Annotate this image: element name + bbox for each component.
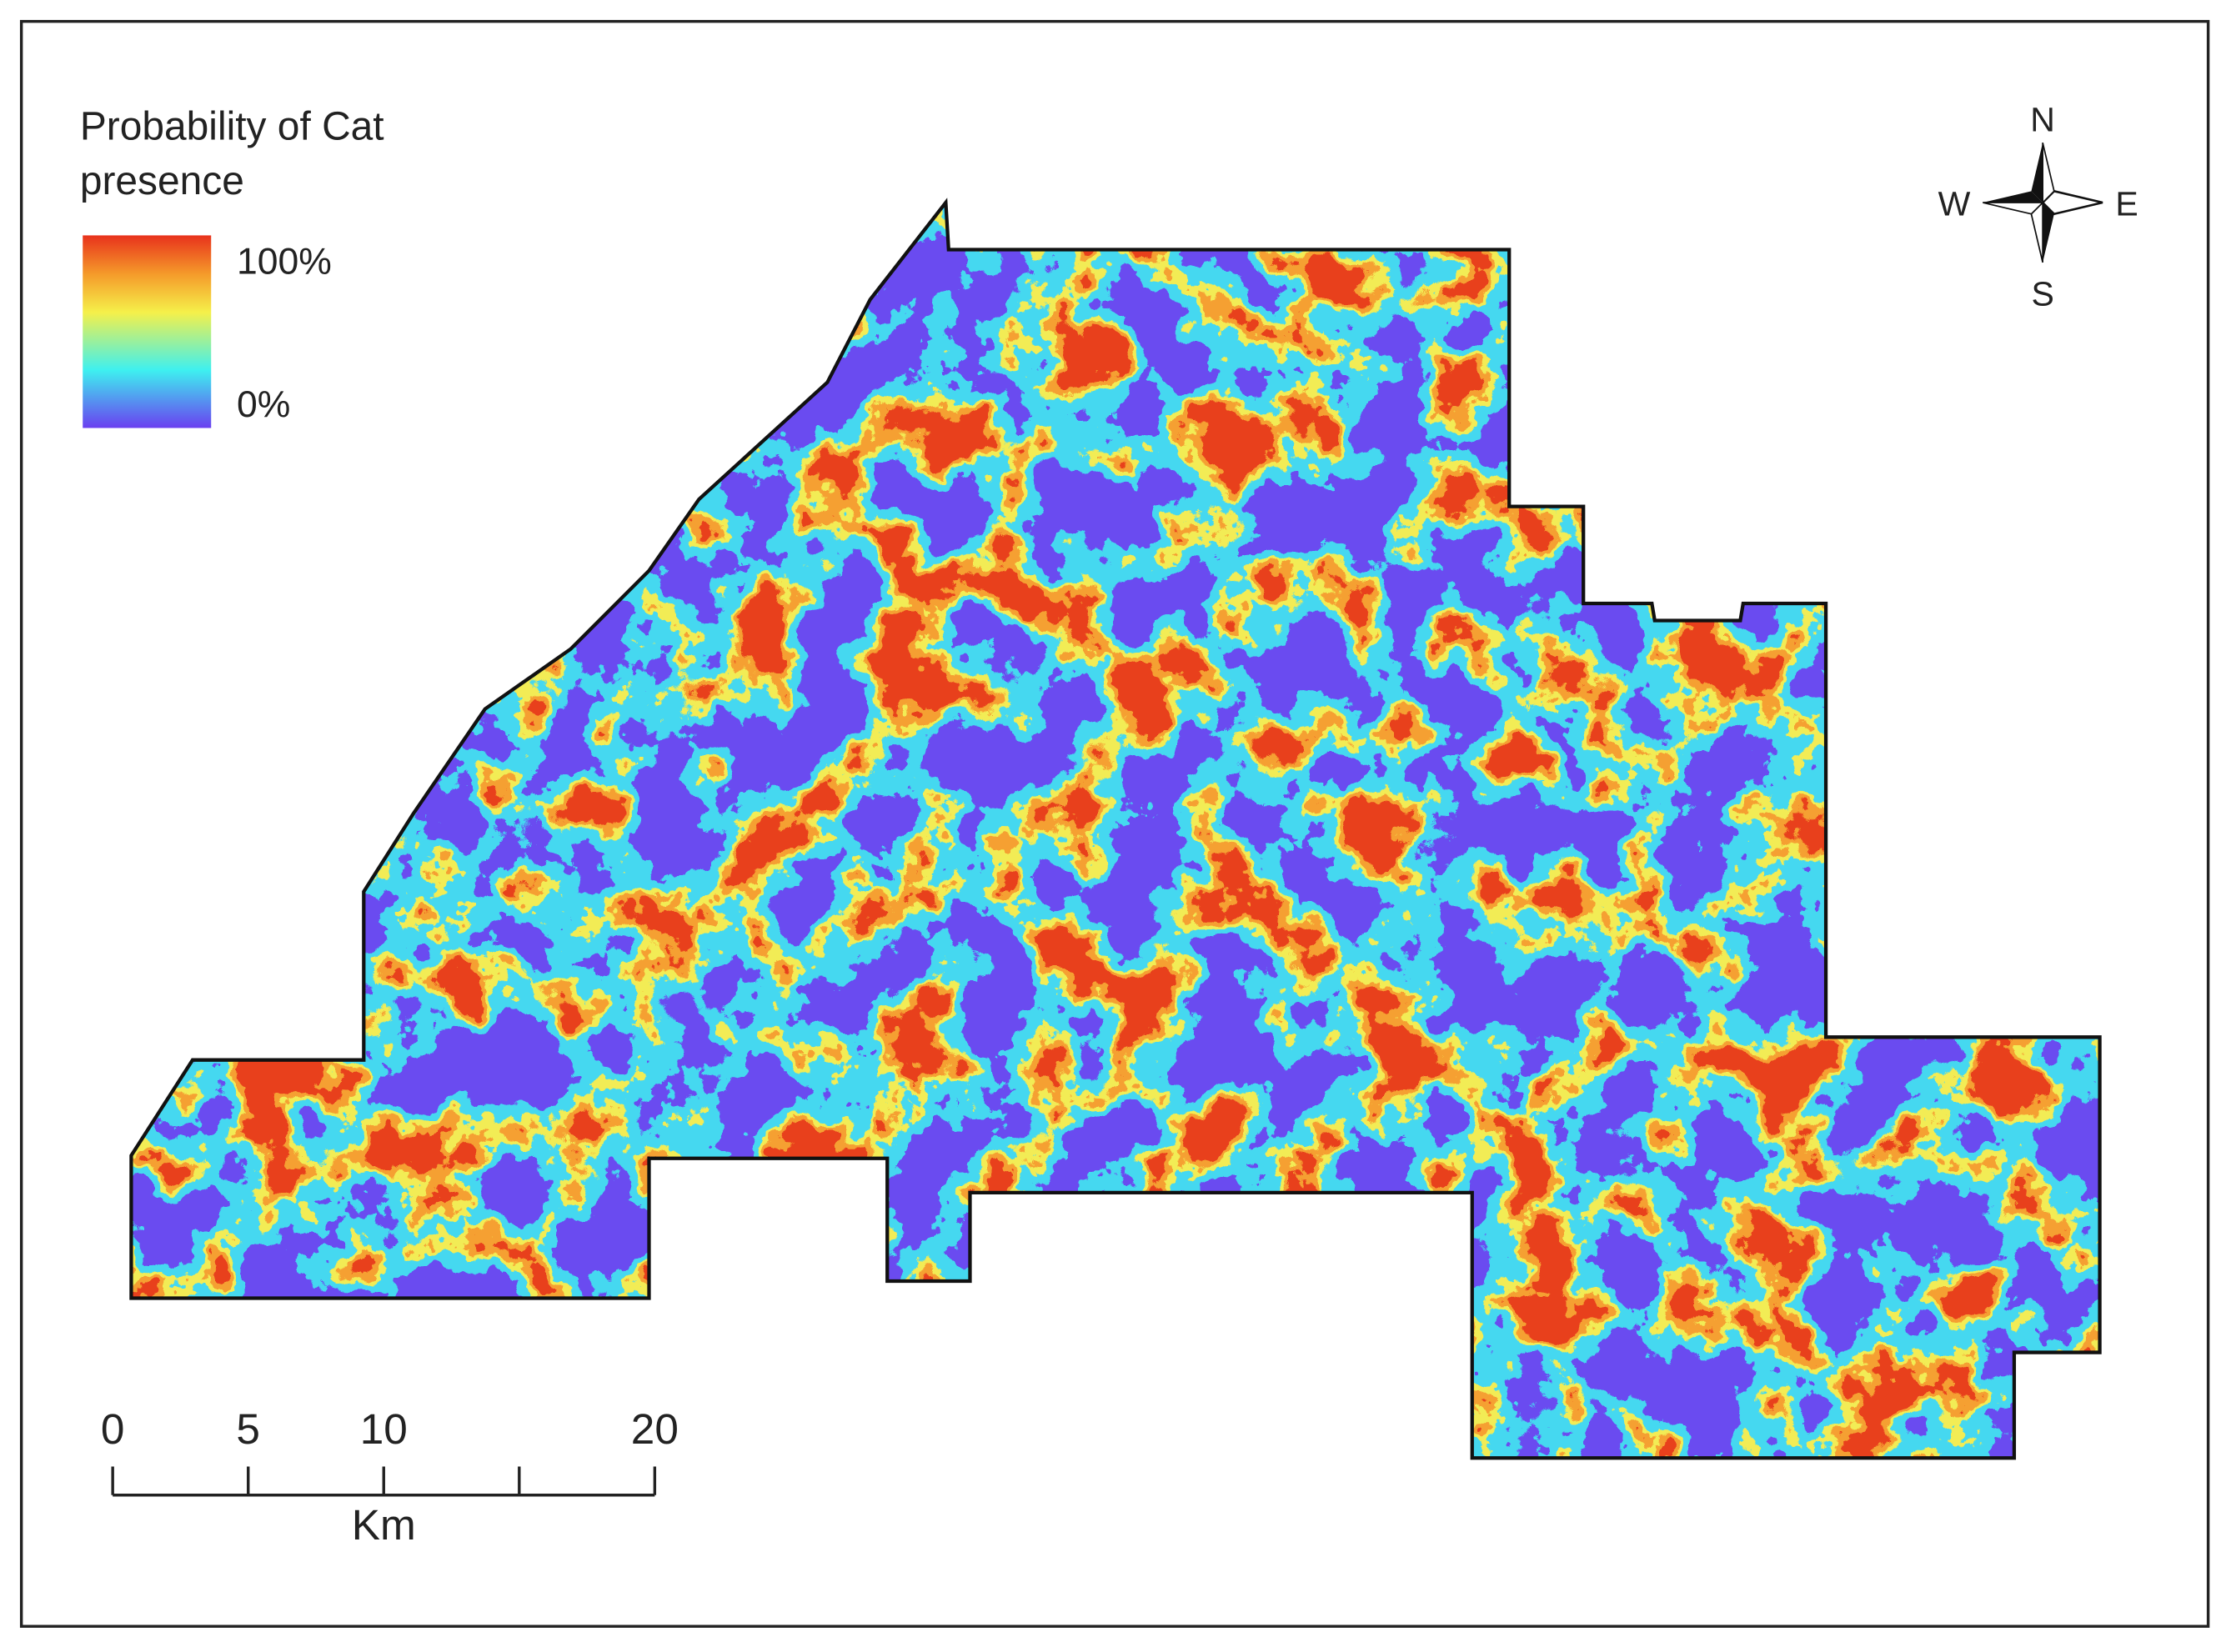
- scale-tick-label: 10: [360, 1405, 408, 1453]
- compass-south: S: [2031, 274, 2053, 313]
- scale-tick-label: 0: [101, 1405, 125, 1453]
- study-area-outline: [129, 198, 2102, 1460]
- compass-east: E: [2115, 184, 2138, 223]
- legend-min-label: 0%: [237, 384, 290, 425]
- heat-raster: [131, 203, 2100, 1459]
- scale-bar: 0 5 10 20: [101, 1405, 679, 1497]
- compass-north: N: [2030, 100, 2055, 138]
- legend-max-label: 100%: [237, 242, 332, 283]
- legend-colorbar: [83, 235, 212, 428]
- frame: [19, 19, 2210, 1628]
- probability-surface: [131, 203, 2100, 1459]
- compass-west: W: [1938, 184, 1971, 223]
- scale-unit: Km: [352, 1501, 416, 1549]
- legend-title-box: Probability of Cat presence: [79, 103, 384, 203]
- compass-rose: [1983, 142, 2103, 263]
- scale-tick-label: 5: [236, 1405, 260, 1453]
- legend-title: Probability of Cat presence: [79, 103, 384, 203]
- scale-tick-label: 20: [631, 1405, 679, 1453]
